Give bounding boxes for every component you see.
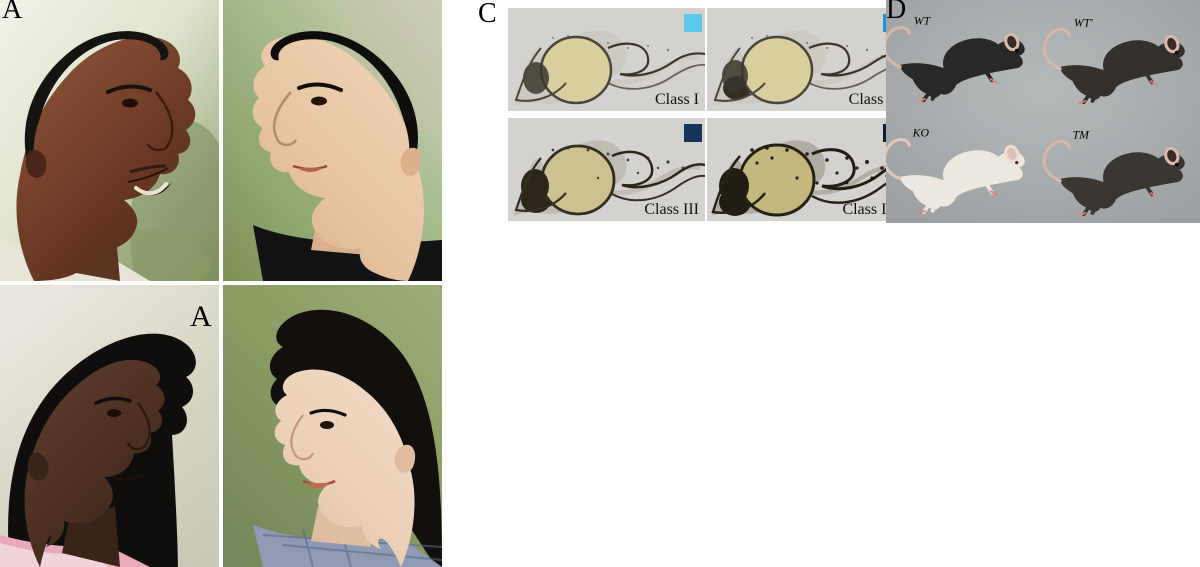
svg-text:TM: TM	[1073, 129, 1091, 142]
svg-text:KO: KO	[912, 127, 930, 140]
svg-text:WT: WT	[914, 15, 932, 28]
svg-text:WT': WT'	[1074, 17, 1093, 30]
